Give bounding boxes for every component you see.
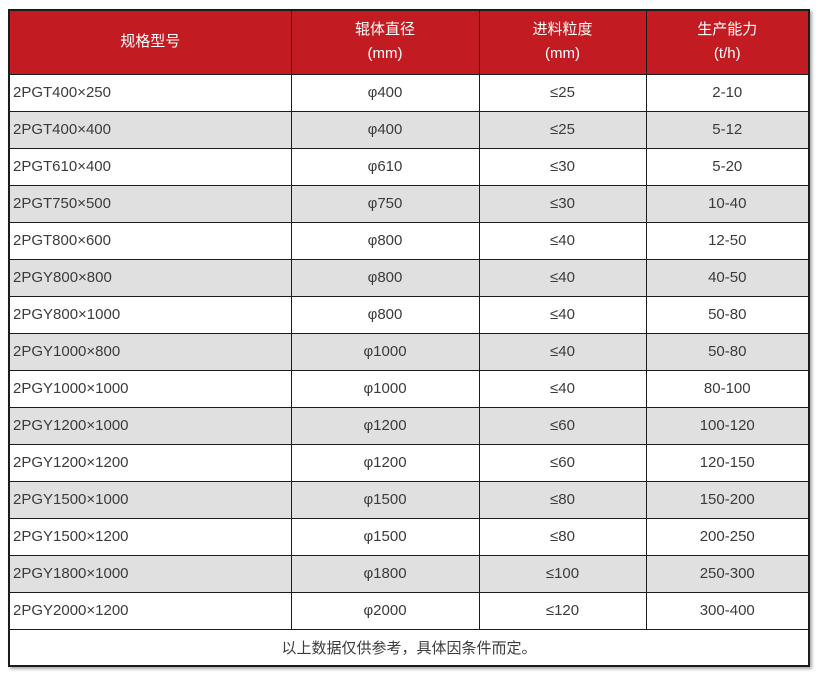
- cell-feed: ≤25: [478, 110, 647, 149]
- cell-feed: ≤25: [478, 73, 647, 112]
- footnote-row: 以上数据仅供参考，具体因条件而定。: [8, 628, 810, 667]
- header-label-feed: 进料粒度: [532, 21, 593, 39]
- header-cell-diameter: 辊体直径 (mm): [290, 9, 480, 75]
- cell-diameter: φ1000: [290, 332, 480, 371]
- cell-capacity: 2-10: [645, 73, 810, 112]
- cell-diameter: φ1200: [290, 406, 480, 445]
- cell-feed: ≤100: [478, 554, 647, 593]
- header-label-diameter: 辊体直径: [354, 21, 415, 39]
- cell-feed: ≤40: [478, 221, 647, 260]
- cell-model: 2PGY800×800: [8, 258, 292, 297]
- cell-model: 2PGY1000×800: [8, 332, 292, 371]
- header-cell-feed: 进料粒度 (mm): [478, 9, 647, 75]
- footnote-text: 以上数据仅供参考，具体因条件而定。: [8, 628, 810, 667]
- cell-capacity: 200-250: [645, 517, 810, 556]
- table-body: 2PGT400×250 φ400 ≤25 2-10 2PGT400×400 φ4…: [8, 73, 810, 630]
- cell-diameter: φ800: [290, 221, 480, 260]
- cell-feed: ≤60: [478, 406, 647, 445]
- spec-table: 规格型号 辊体直径 (mm) 进料粒度 (mm) 生产能力 (t/h): [8, 9, 810, 667]
- table-row: 2PGY1000×800 φ1000 ≤40 50-80: [8, 332, 810, 371]
- table-row: 2PGY1200×1000 φ1200 ≤60 100-120: [8, 406, 810, 445]
- cell-capacity: 5-20: [645, 147, 810, 186]
- cell-model: 2PGT400×250: [8, 73, 292, 112]
- header-unit-feed: (mm): [545, 45, 580, 63]
- table-row: 2PGY1200×1200 φ1200 ≤60 120-150: [8, 443, 810, 482]
- cell-diameter: φ400: [290, 73, 480, 112]
- cell-capacity: 300-400: [645, 591, 810, 630]
- cell-diameter: φ2000: [290, 591, 480, 630]
- header-cell-capacity: 生产能力 (t/h): [645, 9, 810, 75]
- cell-diameter: φ750: [290, 184, 480, 223]
- table-row: 2PGY800×800 φ800 ≤40 40-50: [8, 258, 810, 297]
- cell-feed: ≤80: [478, 480, 647, 519]
- table-row: 2PGY1500×1200 φ1500 ≤80 200-250: [8, 517, 810, 556]
- header-unit-diameter: (mm): [367, 45, 403, 63]
- table-row: 2PGY2000×1200 φ2000 ≤120 300-400: [8, 591, 810, 630]
- header-label-capacity: 生产能力: [697, 21, 758, 39]
- cell-model: 2PGY1500×1000: [8, 480, 292, 519]
- cell-model: 2PGY1000×1000: [8, 369, 292, 408]
- table-row: 2PGY1800×1000 φ1800 ≤100 250-300: [8, 554, 810, 593]
- header-label-model: 规格型号: [120, 33, 181, 51]
- cell-diameter: φ800: [290, 258, 480, 297]
- cell-feed: ≤120: [478, 591, 647, 630]
- table-row: 2PGT610×400 φ610 ≤30 5-20: [8, 147, 810, 186]
- cell-feed: ≤30: [478, 184, 647, 223]
- cell-capacity: 40-50: [645, 258, 810, 297]
- cell-capacity: 12-50: [645, 221, 810, 260]
- cell-capacity: 5-12: [645, 110, 810, 149]
- cell-diameter: φ1500: [290, 517, 480, 556]
- cell-diameter: φ1000: [290, 369, 480, 408]
- cell-feed: ≤40: [478, 332, 647, 371]
- cell-model: 2PGY1200×1200: [8, 443, 292, 482]
- cell-capacity: 10-40: [645, 184, 810, 223]
- cell-capacity: 50-80: [645, 295, 810, 334]
- cell-diameter: φ1500: [290, 480, 480, 519]
- table-header: 规格型号 辊体直径 (mm) 进料粒度 (mm) 生产能力 (t/h): [8, 9, 810, 75]
- cell-feed: ≤60: [478, 443, 647, 482]
- cell-feed: ≤30: [478, 147, 647, 186]
- table-row: 2PGT400×400 φ400 ≤25 5-12: [8, 110, 810, 149]
- cell-capacity: 120-150: [645, 443, 810, 482]
- cell-capacity: 150-200: [645, 480, 810, 519]
- table-row: 2PGY800×1000 φ800 ≤40 50-80: [8, 295, 810, 334]
- cell-model: 2PGT610×400: [8, 147, 292, 186]
- header-cell-model: 规格型号: [8, 9, 292, 75]
- cell-feed: ≤40: [478, 258, 647, 297]
- header-row: 规格型号 辊体直径 (mm) 进料粒度 (mm) 生产能力 (t/h): [8, 9, 810, 75]
- table-row: 2PGT750×500 φ750 ≤30 10-40: [8, 184, 810, 223]
- cell-diameter: φ1200: [290, 443, 480, 482]
- cell-feed: ≤80: [478, 517, 647, 556]
- cell-diameter: φ610: [290, 147, 480, 186]
- cell-model: 2PGT800×600: [8, 221, 292, 260]
- cell-capacity: 80-100: [645, 369, 810, 408]
- table-row: 2PGY1500×1000 φ1500 ≤80 150-200: [8, 480, 810, 519]
- cell-model: 2PGY1800×1000: [8, 554, 292, 593]
- table-footer: 以上数据仅供参考，具体因条件而定。: [8, 628, 810, 667]
- cell-capacity: 100-120: [645, 406, 810, 445]
- cell-capacity: 50-80: [645, 332, 810, 371]
- cell-capacity: 250-300: [645, 554, 810, 593]
- cell-feed: ≤40: [478, 369, 647, 408]
- cell-model: 2PGY800×1000: [8, 295, 292, 334]
- cell-diameter: φ800: [290, 295, 480, 334]
- cell-model: 2PGY1500×1200: [8, 517, 292, 556]
- cell-model: 2PGY2000×1200: [8, 591, 292, 630]
- cell-model: 2PGY1200×1000: [8, 406, 292, 445]
- table-row: 2PGY1000×1000 φ1000 ≤40 80-100: [8, 369, 810, 408]
- table-row: 2PGT800×600 φ800 ≤40 12-50: [8, 221, 810, 260]
- cell-feed: ≤40: [478, 295, 647, 334]
- cell-diameter: φ400: [290, 110, 480, 149]
- cell-model: 2PGT750×500: [8, 184, 292, 223]
- cell-diameter: φ1800: [290, 554, 480, 593]
- header-unit-capacity: (t/h): [713, 45, 741, 63]
- table-row: 2PGT400×250 φ400 ≤25 2-10: [8, 73, 810, 112]
- cell-model: 2PGT400×400: [8, 110, 292, 149]
